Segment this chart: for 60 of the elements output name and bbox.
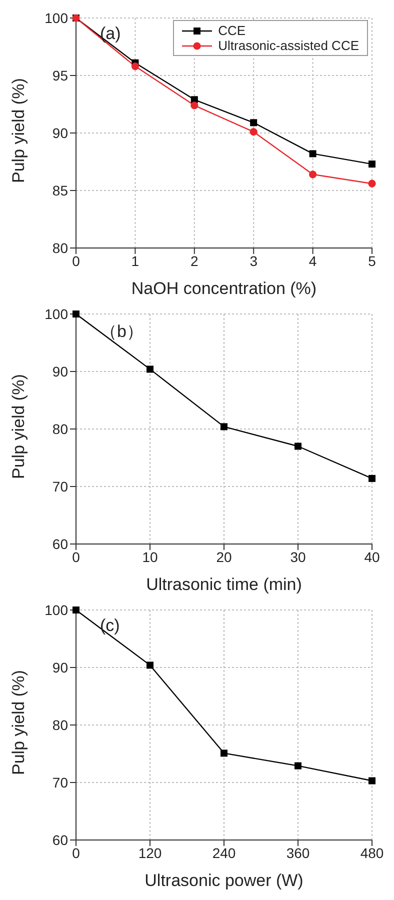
point bbox=[250, 128, 258, 136]
point bbox=[72, 310, 80, 318]
y-tick-label: 70 bbox=[52, 478, 68, 494]
y-tick-label: 100 bbox=[44, 306, 68, 322]
x-tick-label: 10 bbox=[142, 548, 158, 565]
annotation: (c) bbox=[100, 616, 120, 636]
y-tick-label: 85 bbox=[52, 182, 68, 198]
point bbox=[250, 119, 258, 126]
y-tick-label: 100 bbox=[44, 602, 68, 618]
legend-label: CCE bbox=[218, 23, 246, 38]
point bbox=[368, 180, 376, 188]
y-tick-label: 70 bbox=[52, 774, 68, 790]
x-tick-label: 360 bbox=[286, 844, 310, 861]
x-tick-label: 120 bbox=[138, 844, 162, 861]
x-tick-label: 3 bbox=[250, 252, 258, 269]
x-tick-label: 0 bbox=[72, 548, 80, 565]
point bbox=[220, 750, 228, 757]
x-tick-label: 0 bbox=[72, 252, 80, 269]
legend-label: Ultrasonic-assisted CCE bbox=[218, 38, 359, 53]
point bbox=[146, 662, 154, 669]
point bbox=[368, 474, 376, 482]
y-tick-label: 90 bbox=[52, 363, 68, 380]
y-tick-label: 80 bbox=[52, 420, 68, 437]
x-tick-label: 480 bbox=[360, 844, 384, 861]
y-axis-title: Pulp yield (%) bbox=[9, 670, 28, 775]
y-tick-label: 60 bbox=[52, 832, 68, 848]
y-axis-title: Pulp yield (%) bbox=[9, 374, 28, 479]
x-axis-title: Ultrasonic time (min) bbox=[146, 575, 302, 594]
x-axis-title: Ultrasonic power (W) bbox=[144, 871, 304, 890]
point bbox=[294, 762, 302, 770]
point bbox=[146, 366, 154, 373]
x-tick-label: 240 bbox=[212, 844, 236, 861]
point bbox=[72, 606, 80, 614]
point bbox=[309, 170, 317, 178]
y-axis-title: Pulp yield (%) bbox=[9, 78, 28, 183]
annotation: （b） bbox=[100, 321, 144, 343]
y-tick-label: 90 bbox=[52, 659, 68, 676]
x-tick-label: 4 bbox=[308, 252, 317, 269]
point bbox=[368, 160, 376, 168]
y-tick-label: 80 bbox=[52, 240, 68, 256]
y-tick-label: 60 bbox=[52, 536, 68, 552]
point bbox=[294, 442, 302, 450]
x-tick-label: 40 bbox=[364, 548, 380, 565]
annotation: (a) bbox=[100, 24, 121, 44]
x-tick-label: 30 bbox=[290, 548, 306, 565]
x-tick-label: 0 bbox=[72, 844, 80, 861]
x-tick-label: 20 bbox=[216, 548, 232, 565]
point bbox=[190, 102, 198, 110]
x-tick-label: 2 bbox=[190, 252, 198, 269]
y-tick-label: 90 bbox=[52, 124, 68, 141]
point bbox=[309, 150, 316, 158]
x-tick-label: 1 bbox=[131, 252, 140, 269]
x-axis-title: NaOH concentration (%) bbox=[131, 279, 317, 298]
point bbox=[131, 62, 139, 70]
x-tick-label: 5 bbox=[368, 252, 376, 269]
y-tick-label: 95 bbox=[52, 67, 68, 84]
y-tick-label: 100 bbox=[44, 10, 68, 26]
point bbox=[368, 777, 376, 784]
point bbox=[220, 423, 228, 430]
y-tick-label: 80 bbox=[52, 716, 68, 733]
